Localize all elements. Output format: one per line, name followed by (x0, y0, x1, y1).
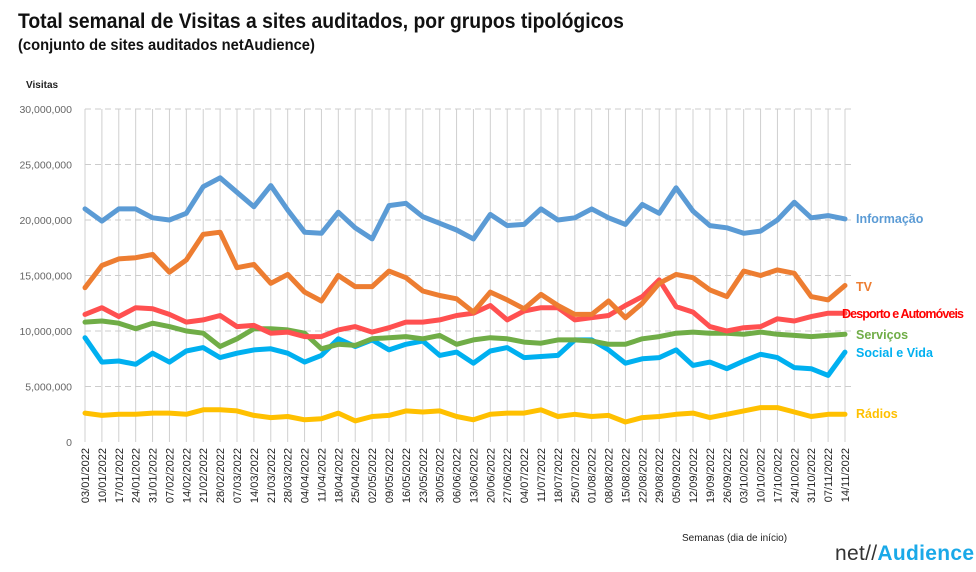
chart-subtitle: (conjunto de sites auditados netAudience… (18, 37, 315, 54)
y-tick-label: 20,000,000 (19, 215, 72, 227)
y-tick-label: 25,000,000 (19, 160, 72, 172)
x-tick-label: 04/04/2022 (300, 448, 312, 503)
x-tick-label: 23/05/2022 (418, 448, 430, 503)
x-tick-label: 09/05/2022 (384, 448, 396, 503)
x-tick-label: 05/09/2022 (671, 448, 683, 503)
x-tick-label: 11/04/2022 (316, 448, 328, 502)
series-line (82, 277, 848, 340)
x-tick-label: 31/01/2022 (148, 448, 160, 503)
x-tick-label: 25/07/2022 (570, 448, 582, 503)
x-tick-label: 18/04/2022 (333, 448, 345, 503)
series-line (82, 229, 848, 321)
series-line (82, 175, 848, 242)
y-tick-label: 10,000,000 (19, 326, 72, 338)
x-tick-label: 28/03/2022 (283, 448, 295, 503)
y-axis-label: Visitas (26, 80, 59, 91)
x-tick-label: 16/05/2022 (401, 448, 413, 503)
x-tick-label: 24/10/2022 (789, 448, 801, 503)
x-tick-label: 13/06/2022 (468, 448, 480, 503)
x-tick-label: 21/03/2022 (266, 448, 278, 503)
x-tick-label: 30/05/2022 (435, 448, 447, 503)
x-tick-label: 01/08/2022 (587, 448, 599, 503)
x-tick-label: 15/08/2022 (620, 448, 632, 503)
x-axis-label: Semanas (dia de início) (682, 533, 788, 544)
x-tick-label: 20/06/2022 (485, 448, 497, 503)
chart-title: Total semanal de Visitas a sites auditad… (18, 10, 624, 33)
x-tick-label: 18/07/2022 (553, 448, 565, 503)
y-tick-label: 5,000,000 (25, 382, 72, 394)
x-tick-label: 17/01/2022 (114, 448, 126, 503)
netaudience-logo: net//Audience (835, 542, 975, 565)
series-label: Informação (856, 212, 924, 226)
x-tick-label: 04/07/2022 (519, 448, 531, 503)
x-tick-label: 21/02/2022 (198, 448, 210, 503)
x-tick-label: 11/07/2022 (536, 448, 548, 502)
series-label: TV (856, 280, 873, 294)
x-tick-label: 31/10/2022 (806, 448, 818, 503)
x-tick-label: 19/09/2022 (705, 448, 717, 503)
x-tick-label: 10/10/2022 (756, 448, 768, 503)
series-line (82, 318, 848, 352)
y-tick-label: 30,000,000 (19, 104, 72, 116)
x-tick-label: 28/02/2022 (215, 448, 227, 503)
series-line (82, 405, 848, 425)
x-tick-label: 10/01/2022 (97, 448, 109, 503)
x-tick-label: 07/03/2022 (232, 448, 244, 503)
x-tick-label: 24/01/2022 (131, 448, 143, 503)
y-tick-label: 15,000,000 (19, 271, 72, 283)
x-tick-label: 22/08/2022 (637, 448, 649, 503)
series-label: Serviços (856, 328, 908, 342)
x-tick-label: 08/08/2022 (604, 448, 616, 503)
x-tick-label: 03/10/2022 (739, 448, 751, 503)
x-tick-label: 06/06/2022 (452, 448, 464, 503)
x-tick-label: 14/11/2022 (840, 448, 852, 502)
x-tick-label: 07/02/2022 (164, 448, 176, 503)
series-line (82, 335, 848, 378)
series-label: Desporto e Automóveis (842, 307, 964, 321)
x-tick-label: 12/09/2022 (688, 448, 700, 503)
y-tick-label: 0 (66, 437, 72, 449)
series-label: Rádios (856, 407, 898, 421)
x-tick-label: 17/10/2022 (772, 448, 784, 503)
series-label: Social e Vida (856, 346, 934, 360)
x-tick-label: 27/06/2022 (502, 448, 514, 503)
x-tick-label: 14/03/2022 (249, 448, 261, 503)
x-tick-label: 07/11/2022 (823, 448, 835, 502)
x-tick-label: 14/02/2022 (181, 448, 193, 503)
x-tick-label: 26/09/2022 (722, 448, 734, 503)
x-tick-label: 02/05/2022 (367, 448, 379, 503)
x-tick-label: 29/08/2022 (654, 448, 666, 503)
x-tick-label: 25/04/2022 (350, 448, 362, 503)
x-tick-label: 03/01/2022 (80, 448, 92, 503)
